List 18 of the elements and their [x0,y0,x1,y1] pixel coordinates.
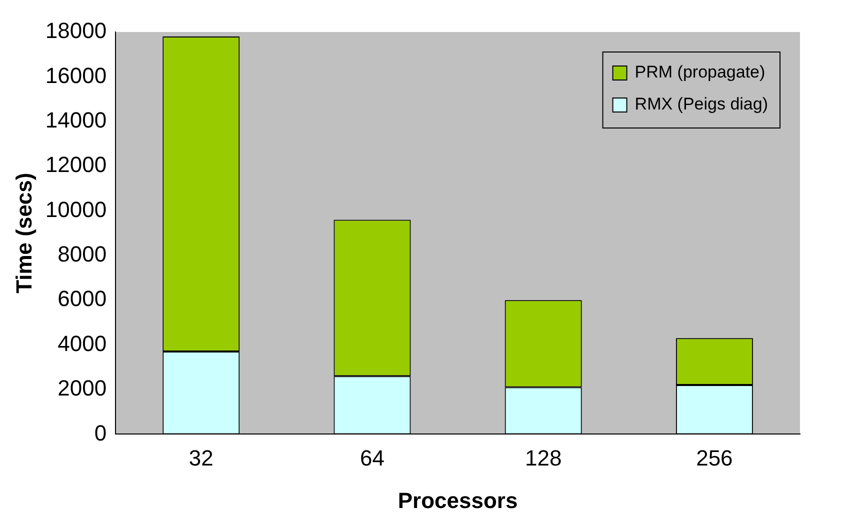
x-tick-label: 64 [360,445,384,470]
x-tick-label: 128 [524,445,562,470]
legend-label: RMX (Peigs diag) [634,94,768,114]
y-tick-label: 12000 [45,152,107,178]
y-tick-label: 0 [94,420,107,446]
y-tick-label: 6000 [58,286,107,312]
y-tick-label: 14000 [45,107,107,132]
x-tick-label: 256 [696,445,733,470]
y-axis-title: Time (secs) [11,172,36,294]
legend-label: PRM (propagate) [634,62,766,82]
y-tick-label: 16000 [45,62,107,88]
y-tick-label: 18000 [45,18,107,44]
x-tick-label: 32 [188,445,214,470]
y-tick-label: 2000 [58,376,107,401]
x-axis-title: Processors [398,488,518,513]
y-tick-label: 4000 [58,330,107,356]
y-tick-label: 8000 [58,242,107,267]
y-tick-label: 10000 [45,196,107,222]
